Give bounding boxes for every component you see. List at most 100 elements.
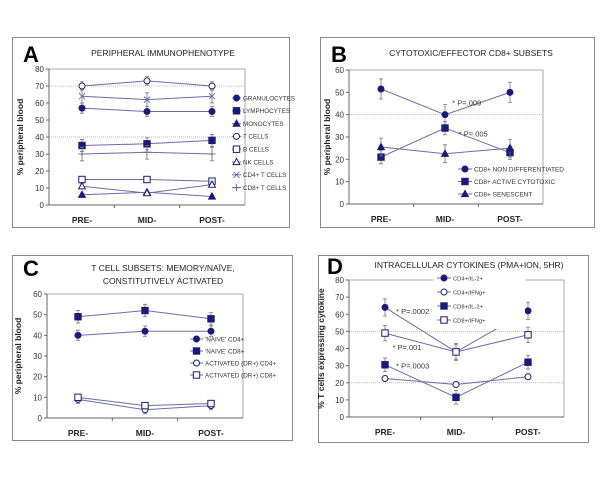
legend-marker xyxy=(232,145,241,153)
data-point xyxy=(208,108,216,115)
legend-label: T CELLS xyxy=(243,134,268,141)
y-tick-label: 30 xyxy=(33,352,42,361)
legend-marker xyxy=(232,118,241,127)
y-tick-label: 0 xyxy=(340,200,345,209)
y-tick-label: 50 xyxy=(33,311,42,320)
legend-marker xyxy=(193,335,200,343)
y-tick-label: 20 xyxy=(335,155,344,164)
data-point xyxy=(207,327,215,335)
y-tick-label: 50 xyxy=(35,116,44,125)
legend-marker xyxy=(233,132,240,140)
x-tick-label: POST- xyxy=(199,215,225,225)
legend-label: ACTIVATED (DR+) CD4+ xyxy=(205,360,276,367)
legend-marker xyxy=(193,359,200,367)
legend-label: CD8+/IL-2+ xyxy=(453,304,484,310)
legend-marker xyxy=(192,347,201,355)
data-point xyxy=(141,327,149,335)
data-point xyxy=(78,82,86,90)
x-tick-label: POST- xyxy=(515,427,541,437)
data-point xyxy=(74,313,82,321)
y-tick-label: 10 xyxy=(335,396,344,405)
data-point xyxy=(377,85,385,93)
y-axis-label: % peripheral blood xyxy=(15,99,25,176)
x-tick-label: PRE- xyxy=(371,214,391,224)
y-tick-label: 60 xyxy=(335,310,344,319)
y-tick-label: 10 xyxy=(33,393,42,402)
data-point xyxy=(207,179,217,188)
y-tick-label: 50 xyxy=(335,327,344,336)
x-tick-label: PRE- xyxy=(68,428,88,438)
data-point xyxy=(381,303,389,311)
p-value-annotation: * P=.0002 xyxy=(396,307,429,316)
legend-label: 'NAIVE' CD4+ xyxy=(205,336,245,343)
data-point xyxy=(208,82,216,90)
y-tick-label: 0 xyxy=(340,413,345,422)
data-point xyxy=(524,373,532,381)
legend-label: CD4+/IL-2+ xyxy=(453,276,484,282)
data-point xyxy=(524,358,532,366)
data-point xyxy=(143,108,151,115)
legend-label: CD4+/IFNg+ xyxy=(453,290,486,296)
data-point xyxy=(381,374,389,382)
panel-c: C T CELL SUBSETS: MEMORY/NAÏVE, CONSTITU… xyxy=(12,255,293,441)
y-tick-label: 70 xyxy=(35,82,44,91)
y-tick-label: 30 xyxy=(35,150,44,159)
data-point xyxy=(208,92,216,100)
y-tick-label: 50 xyxy=(335,88,344,97)
data-point xyxy=(143,175,151,184)
series-line xyxy=(380,88,511,116)
data-point xyxy=(381,329,389,337)
legend-label: CD8+ SENESCENT xyxy=(474,191,532,198)
y-tick-label: 20 xyxy=(335,379,344,388)
x-tick-label: POST- xyxy=(497,214,523,224)
data-point xyxy=(208,136,216,145)
data-point xyxy=(524,307,532,315)
y-tick-label: 80 xyxy=(335,276,344,285)
panel-title: PERIPHERAL IMMUNOPHENOTYPE xyxy=(91,48,235,58)
legend-label: CD8+ NON DIFFERENTIATED xyxy=(474,166,564,173)
y-tick-label: 40 xyxy=(33,331,42,340)
y-tick-label: 60 xyxy=(335,66,344,75)
panel-letter: D xyxy=(327,254,343,279)
y-tick-label: 0 xyxy=(38,414,43,423)
legend-marker xyxy=(192,371,201,379)
y-tick-label: 20 xyxy=(33,373,42,382)
data-point xyxy=(452,348,460,356)
x-tick-label: MID- xyxy=(138,215,157,225)
data-point xyxy=(207,315,215,323)
legend-marker xyxy=(440,288,448,296)
legend-marker xyxy=(460,189,470,198)
legend-label: CD4+ T CELLS xyxy=(243,172,286,179)
data-point xyxy=(141,401,149,410)
y-tick-label: 30 xyxy=(335,133,344,142)
data-point xyxy=(74,331,82,339)
data-point xyxy=(77,190,87,198)
legend-box xyxy=(433,271,525,329)
p-value-annotation: * P=.0003 xyxy=(396,362,429,371)
y-axis-label: % T cells expressing cytokine xyxy=(316,288,326,409)
data-point xyxy=(142,188,152,197)
data-point xyxy=(506,88,514,96)
legend-label: CD8+/IFNg+ xyxy=(453,318,486,324)
legend-marker xyxy=(440,274,448,282)
y-axis-label: % peripheral blood xyxy=(322,99,332,176)
legend-label: B CELLS xyxy=(243,147,269,154)
data-point xyxy=(74,393,82,402)
legend-label: NK CELLS xyxy=(243,159,273,166)
data-point xyxy=(440,149,450,157)
x-tick-label: PRE- xyxy=(72,215,92,225)
legend-marker xyxy=(440,302,448,310)
data-point xyxy=(77,181,87,190)
legend-label: 'NAIVE' CD8+ xyxy=(205,348,245,355)
data-point xyxy=(505,143,515,152)
x-tick-label: POST- xyxy=(198,428,224,438)
legend-marker xyxy=(461,165,469,173)
legend-label: GRANULOCYTES xyxy=(243,95,295,102)
y-tick-label: 70 xyxy=(335,293,344,302)
legend-marker xyxy=(233,94,240,102)
data-point xyxy=(524,331,532,339)
data-point xyxy=(141,306,149,315)
y-tick-label: 10 xyxy=(35,184,44,193)
legend-marker xyxy=(232,107,241,115)
